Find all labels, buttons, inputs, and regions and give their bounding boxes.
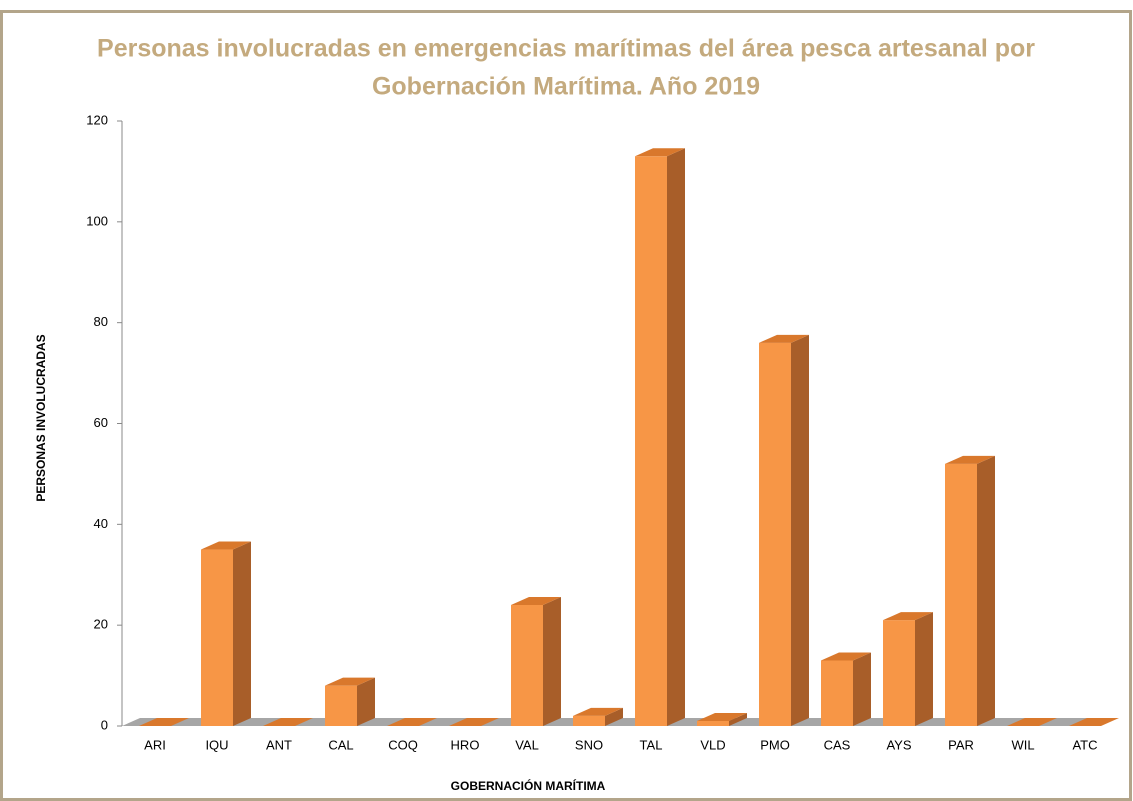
x-tick-label: COQ bbox=[388, 737, 418, 752]
x-tick-label: WIL bbox=[1011, 737, 1034, 752]
chart-frame bbox=[0, 10, 1132, 801]
bar-side bbox=[605, 707, 623, 726]
bar bbox=[697, 720, 729, 726]
bar-side bbox=[915, 612, 933, 726]
bar-top bbox=[945, 455, 995, 464]
bar-top bbox=[821, 652, 871, 661]
x-tick-label: ATC bbox=[1072, 737, 1097, 752]
bar bbox=[821, 660, 853, 726]
bar-side bbox=[791, 334, 809, 726]
bar-top bbox=[573, 707, 623, 716]
x-tick-label: PAR bbox=[948, 737, 974, 752]
x-axis-title: GOBERNACIÓN MARÍTIMA bbox=[451, 778, 606, 793]
bar bbox=[573, 715, 605, 726]
bar-top bbox=[449, 718, 499, 726]
bar-side bbox=[543, 597, 561, 726]
x-tick-label: VAL bbox=[515, 737, 539, 752]
bar bbox=[759, 342, 791, 726]
bar-top bbox=[1007, 718, 1057, 726]
bar-side bbox=[233, 541, 251, 726]
x-tick-label: TAL bbox=[640, 737, 663, 752]
y-tick-label: 40 bbox=[94, 516, 108, 531]
y-tick-label: 100 bbox=[86, 213, 108, 228]
chart-title: Personas involucradas en emergencias mar… bbox=[97, 35, 1035, 63]
bar bbox=[945, 463, 977, 726]
x-tick-label: ANT bbox=[266, 737, 292, 752]
bar-top bbox=[1069, 718, 1119, 726]
y-tick-label: 20 bbox=[94, 617, 108, 632]
bar-top bbox=[263, 718, 313, 726]
bar-top bbox=[635, 148, 685, 157]
x-tick-label: HRO bbox=[451, 737, 480, 752]
bar-top bbox=[883, 612, 933, 621]
x-tick-label: AYS bbox=[886, 737, 911, 752]
y-tick-label: 60 bbox=[94, 415, 108, 430]
bar-top bbox=[325, 677, 375, 686]
bar-side bbox=[667, 148, 685, 726]
bar bbox=[883, 620, 915, 726]
bar-top bbox=[139, 718, 189, 726]
x-tick-label: ARI bbox=[144, 737, 166, 752]
chart-title: Gobernación Marítima. Año 2019 bbox=[372, 73, 760, 101]
y-axis-title: PERSONAS INVOLUCRADAS bbox=[34, 334, 48, 501]
bar bbox=[511, 605, 543, 726]
bar-side bbox=[853, 652, 871, 726]
bar-top bbox=[697, 712, 747, 721]
bar-top bbox=[511, 597, 561, 605]
bar bbox=[325, 685, 357, 726]
y-tick-label: 0 bbox=[101, 717, 108, 732]
x-tick-label: CAS bbox=[824, 737, 851, 752]
y-tick-label: 80 bbox=[94, 314, 108, 329]
bar-top bbox=[387, 718, 437, 726]
bar-side bbox=[977, 455, 995, 726]
y-tick-label: 120 bbox=[86, 112, 108, 127]
x-tick-label: CAL bbox=[328, 737, 353, 752]
bar bbox=[201, 549, 233, 726]
bar-side bbox=[357, 677, 375, 726]
x-tick-label: VLD bbox=[700, 737, 725, 752]
bar-side bbox=[729, 712, 747, 726]
x-tick-label: PMO bbox=[760, 737, 790, 752]
x-tick-label: IQU bbox=[205, 737, 228, 752]
x-tick-label: SNO bbox=[575, 737, 603, 752]
bar-top bbox=[201, 541, 251, 550]
bar bbox=[635, 156, 667, 726]
bar-top bbox=[759, 334, 809, 343]
